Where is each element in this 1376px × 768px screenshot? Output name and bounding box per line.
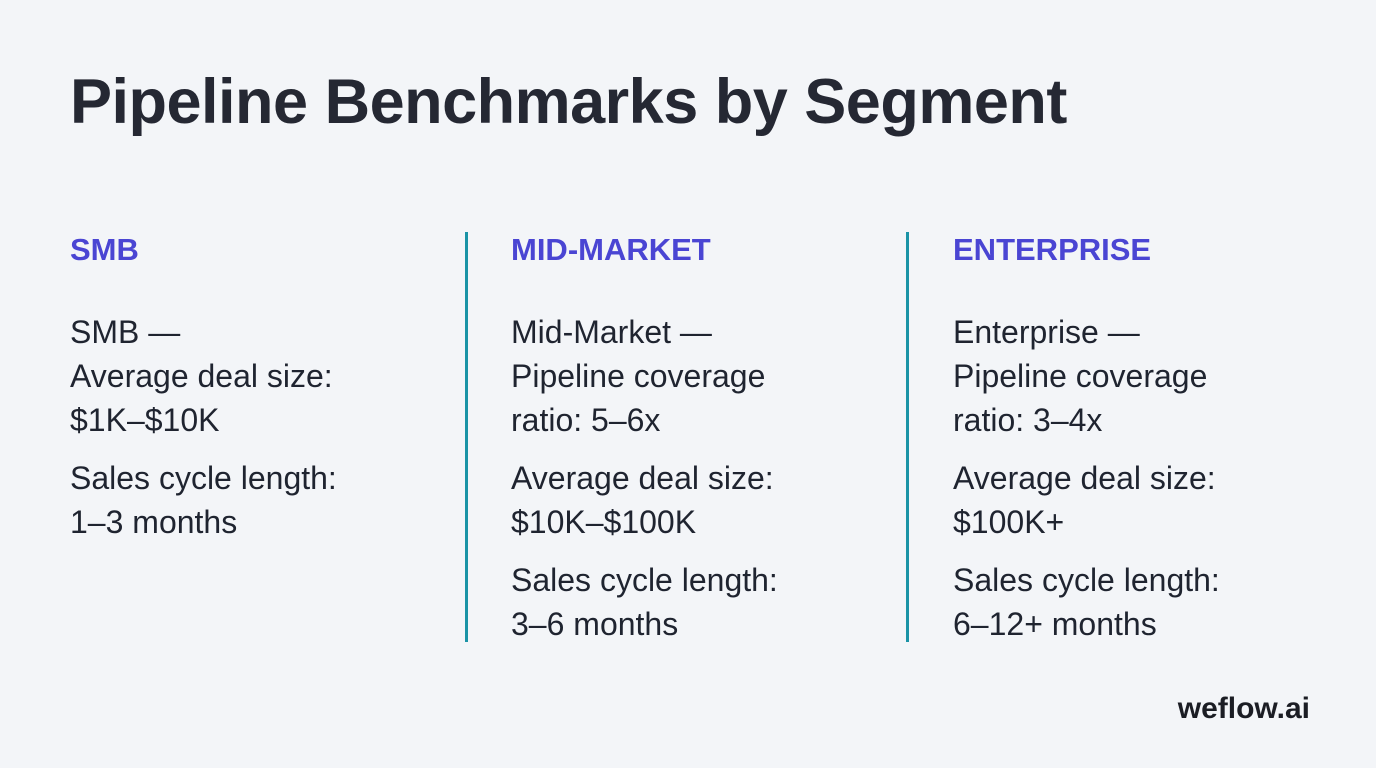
detail-paragraph: Sales cycle length: 1–3 months (70, 456, 470, 544)
detail-line: Enterprise — (953, 314, 1140, 350)
page-title: Pipeline Benchmarks by Segment (70, 67, 1067, 137)
segment-column-smb: SMB SMB — Average deal size: $1K–$10K Sa… (70, 230, 470, 558)
segment-details: SMB — Average deal size: $1K–$10K Sales … (70, 310, 470, 544)
detail-line: 1–3 months (70, 504, 238, 540)
detail-paragraph: SMB — Average deal size: $1K–$10K (70, 310, 470, 442)
detail-line: Average deal size: (511, 460, 774, 496)
detail-line: $10K–$100K (511, 504, 697, 540)
detail-paragraph: Average deal size: $100K+ (953, 456, 1353, 544)
segment-column-enterprise: ENTERPRISE Enterprise — Pipeline coverag… (953, 230, 1353, 660)
detail-line: Sales cycle length: (953, 562, 1220, 598)
detail-line: 6–12+ months (953, 606, 1157, 642)
detail-line: Average deal size: (953, 460, 1216, 496)
segment-columns: SMB SMB — Average deal size: $1K–$10K Sa… (0, 230, 1376, 645)
detail-line: Mid-Market — (511, 314, 712, 350)
brand-wordmark: weflow.ai (1177, 692, 1310, 725)
segment-heading: MID-MARKET (511, 232, 711, 267)
segment-column-mid-market: MID-MARKET Mid-Market — Pipeline coverag… (511, 230, 911, 660)
detail-line: ratio: 3–4x (953, 402, 1103, 438)
detail-line: $1K–$10K (70, 402, 220, 438)
column-divider (465, 232, 468, 642)
detail-paragraph: Sales cycle length: 3–6 months (511, 558, 911, 646)
detail-paragraph: Enterprise — Pipeline coverage ratio: 3–… (953, 310, 1353, 442)
segment-details: Mid-Market — Pipeline coverage ratio: 5–… (511, 310, 911, 646)
detail-paragraph: Average deal size: $10K–$100K (511, 456, 911, 544)
segment-heading: SMB (70, 232, 139, 267)
detail-line: 3–6 months (511, 606, 679, 642)
detail-line: Average deal size: (70, 358, 333, 394)
detail-line: Sales cycle length: (70, 460, 337, 496)
detail-paragraph: Sales cycle length: 6–12+ months (953, 558, 1353, 646)
detail-paragraph: Mid-Market — Pipeline coverage ratio: 5–… (511, 310, 911, 442)
segment-details: Enterprise — Pipeline coverage ratio: 3–… (953, 310, 1353, 646)
segment-heading: ENTERPRISE (953, 232, 1152, 267)
detail-line: Pipeline coverage (953, 358, 1208, 394)
detail-line: ratio: 5–6x (511, 402, 661, 438)
column-divider (906, 232, 909, 642)
detail-line: Pipeline coverage (511, 358, 766, 394)
detail-line: SMB — (70, 314, 181, 350)
detail-line: $100K+ (953, 504, 1065, 540)
detail-line: Sales cycle length: (511, 562, 778, 598)
